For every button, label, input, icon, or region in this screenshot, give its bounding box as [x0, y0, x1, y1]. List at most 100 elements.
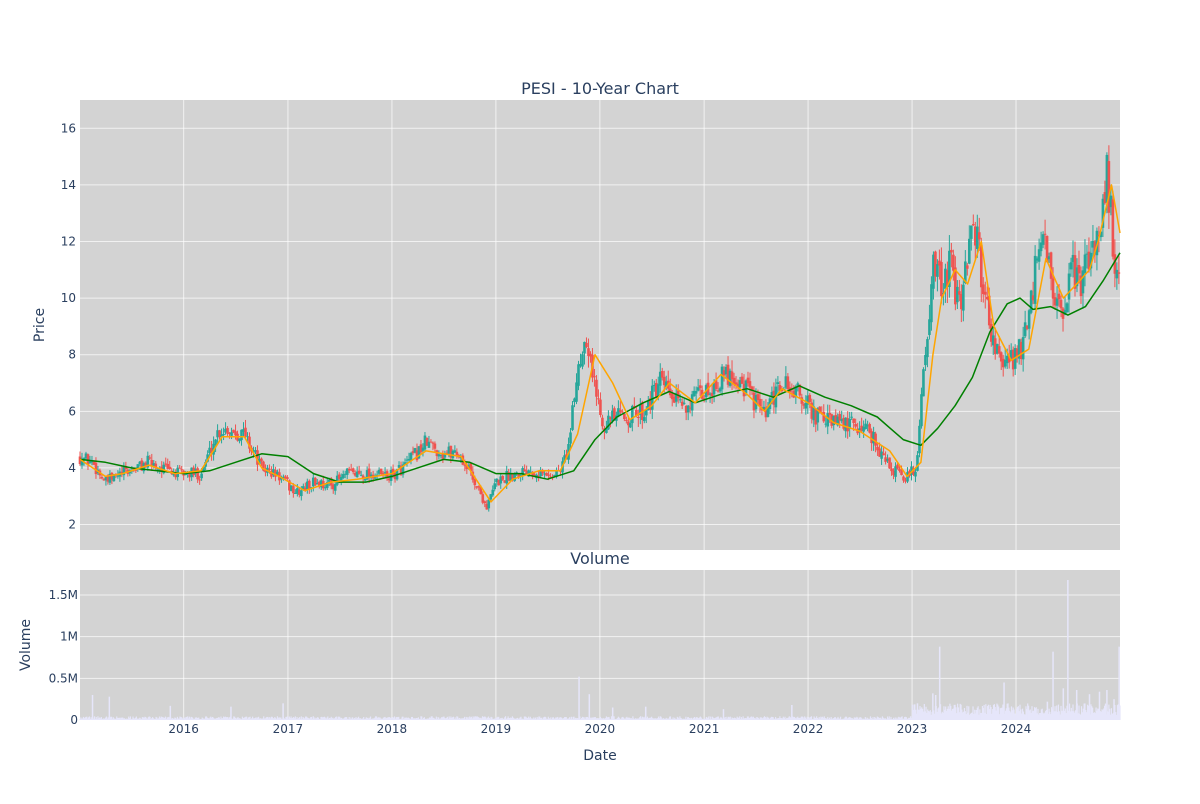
candle-body — [419, 444, 423, 453]
candle-body — [770, 391, 774, 396]
candle-body — [200, 473, 203, 479]
volume-y-tick-label: 0 — [70, 713, 78, 727]
candle-body — [834, 415, 838, 424]
candle-body — [720, 366, 724, 390]
candle-body — [90, 461, 94, 463]
candle-body — [184, 473, 187, 476]
candle-body — [449, 445, 453, 458]
candle-body — [966, 265, 969, 269]
candle-body — [124, 466, 128, 470]
candle-body — [1023, 322, 1027, 337]
candle-body — [1063, 310, 1067, 315]
candle-body — [417, 446, 421, 459]
candle-body — [272, 469, 275, 476]
candle-body — [1001, 358, 1005, 368]
candle-body — [658, 371, 662, 386]
candle-body — [812, 406, 816, 421]
candle-body — [802, 404, 806, 406]
candle-body — [840, 419, 843, 422]
candle-body — [746, 377, 750, 384]
candle-body — [317, 481, 321, 487]
candle-body — [543, 473, 546, 475]
candle-body — [918, 425, 921, 454]
candle-body — [122, 466, 126, 476]
candle-body — [989, 323, 993, 342]
candle-body — [1039, 242, 1043, 252]
candle-body — [940, 262, 943, 297]
candle-body — [850, 416, 853, 418]
candle-body — [579, 363, 582, 367]
candle-body — [244, 427, 247, 437]
candle-body — [956, 286, 959, 303]
candle-body — [1031, 295, 1035, 301]
candle-body — [617, 408, 620, 416]
candle-body — [337, 474, 341, 479]
candle-body — [1055, 298, 1059, 306]
candle-body — [1115, 269, 1119, 279]
candle-body — [597, 398, 600, 400]
candle-body — [587, 348, 590, 356]
candle-body — [226, 428, 229, 434]
candle-body — [248, 436, 251, 449]
volume-y-tick-label: 0.5M — [49, 671, 78, 685]
candle-body — [475, 486, 479, 488]
candle-body — [270, 471, 273, 477]
candle-body — [545, 472, 548, 476]
candle-body — [138, 461, 142, 465]
candle-body — [740, 376, 744, 384]
candle-body — [1087, 251, 1091, 270]
candle-body — [284, 476, 287, 478]
candle-body — [1003, 359, 1007, 367]
candle-body — [503, 480, 507, 483]
x-tick-label: 2017 — [273, 722, 304, 736]
price-chart-title: PESI - 10-Year Chart — [521, 79, 679, 98]
candle-body — [1091, 240, 1095, 248]
candle-body — [409, 452, 413, 461]
candle-body — [306, 481, 309, 490]
candle-body — [804, 402, 808, 409]
candle-body — [455, 451, 459, 456]
candle-body — [794, 386, 798, 398]
candle-body — [144, 462, 148, 467]
candle-body — [359, 474, 363, 476]
candle-body — [1057, 293, 1061, 300]
candle-body — [728, 370, 732, 386]
candle-body — [108, 473, 112, 483]
x-tick-label: 2019 — [481, 722, 512, 736]
price-y-tick-label: 12 — [61, 235, 76, 249]
candle-body — [345, 468, 349, 475]
candle-body — [848, 418, 851, 430]
candle-body — [447, 446, 451, 454]
candle-body — [497, 479, 501, 486]
candle-body — [1111, 199, 1115, 257]
candle-body — [593, 376, 596, 378]
candle-body — [315, 483, 319, 485]
candle-body — [353, 472, 357, 476]
candle-body — [154, 463, 158, 469]
candle-body — [1049, 252, 1053, 279]
candle-body — [798, 384, 802, 396]
candle-body — [292, 486, 295, 494]
candle-body — [495, 478, 499, 483]
candle-body — [254, 450, 257, 452]
candle-body — [208, 447, 211, 454]
candle-body — [1083, 254, 1087, 273]
volume-chart-title: Volume — [570, 549, 630, 568]
candle-body — [796, 383, 800, 386]
candle-body — [708, 393, 712, 395]
price-y-tick-label: 8 — [68, 348, 76, 362]
candle-body — [391, 468, 395, 475]
x-tick-label: 2021 — [689, 722, 720, 736]
candle-body — [866, 425, 869, 427]
price-y-tick-label: 6 — [68, 404, 76, 418]
candle-body — [1021, 337, 1025, 360]
candle-body — [355, 471, 359, 478]
candle-body — [383, 472, 387, 474]
candle-body — [718, 388, 722, 392]
candle-body — [964, 261, 967, 284]
candle-body — [995, 344, 999, 354]
x-tick-label: 2024 — [1001, 722, 1032, 736]
candle-body — [902, 476, 905, 481]
price-y-tick-label: 16 — [61, 121, 76, 135]
